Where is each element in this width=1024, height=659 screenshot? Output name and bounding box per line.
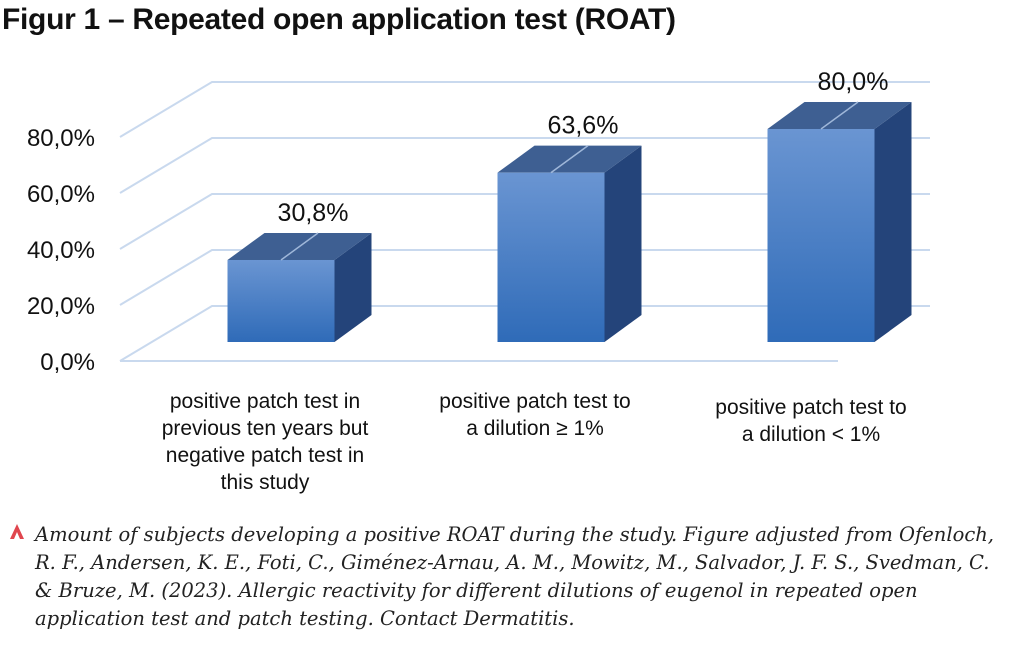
y-tick-label: 20,0% (27, 293, 95, 320)
x-category-label-line: previous ten years but (161, 417, 369, 440)
x-category-label: positive patch test in previous ten years… (135, 388, 395, 496)
gridline (119, 305, 930, 362)
data-labels: 30,8% 63,6% 80,0% (278, 68, 889, 227)
x-category-label-line: a dilution < 1% (741, 423, 881, 446)
y-tick-label: 40,0% (27, 237, 95, 264)
bar-front (497, 172, 605, 342)
figure-caption: Amount of subjects developing a positive… (35, 523, 994, 630)
chart-title: Figur 1 – Repeated open application test… (2, 3, 676, 36)
bar (497, 145, 642, 342)
data-label-leader (280, 232, 319, 261)
data-label: 30,8% (278, 199, 349, 227)
bar-side (334, 232, 372, 342)
bar-front (767, 129, 875, 342)
gridline (119, 81, 930, 138)
x-category-label-line: positive patch test in (169, 390, 361, 413)
bar (767, 101, 912, 342)
gridline (119, 249, 930, 306)
caption-marker-icon (10, 524, 24, 539)
y-tick-label: 80,0% (27, 125, 95, 152)
x-category-label: positive patch test to a dilution < 1% (681, 394, 941, 448)
gridlines (119, 81, 930, 362)
bar (227, 232, 372, 342)
data-label-leader (550, 145, 589, 174)
bars (227, 101, 912, 342)
data-label: 63,6% (548, 112, 619, 140)
x-category-label-line: positive patch test to (439, 390, 631, 413)
gridline (119, 137, 930, 194)
gridline (119, 193, 930, 250)
x-category-label-line: this study (220, 471, 310, 494)
bar-side (874, 102, 912, 342)
x-category-label-line: negative patch test in (165, 444, 365, 467)
x-category-label-line: positive patch test to (715, 396, 907, 419)
data-label-leader (820, 101, 859, 130)
bar-front (227, 259, 335, 342)
x-category-label: positive patch test to a dilution ≥ 1% (405, 388, 665, 442)
data-label: 80,0% (818, 68, 889, 96)
y-axis-ticks: 0,0% 20,0% 40,0% 60,0% 80,0% (27, 125, 95, 376)
y-tick-label: 0,0% (40, 349, 95, 376)
x-category-label-line: a dilution ≥ 1% (466, 417, 604, 440)
chart-plot: 0,0% 20,0% 40,0% 60,0% 80,0% 30,8% 63,6% 80,0% (27, 68, 930, 376)
y-tick-label: 60,0% (27, 181, 95, 208)
bar-side (604, 145, 642, 342)
